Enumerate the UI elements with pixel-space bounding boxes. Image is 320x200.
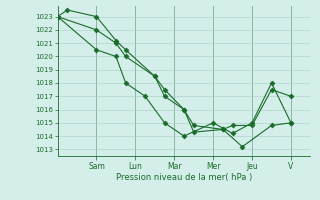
X-axis label: Pression niveau de la mer( hPa ): Pression niveau de la mer( hPa ) <box>116 173 252 182</box>
